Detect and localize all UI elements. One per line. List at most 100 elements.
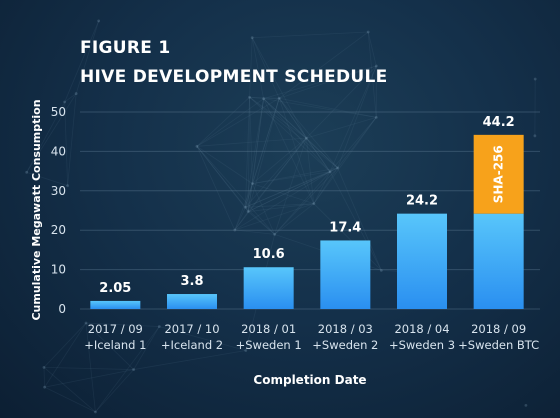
bar xyxy=(320,240,371,309)
network-node xyxy=(533,77,537,81)
network-line xyxy=(234,137,307,231)
network-node xyxy=(379,269,383,272)
network-line xyxy=(247,97,250,212)
network-line xyxy=(278,98,331,172)
network-line xyxy=(196,146,246,208)
network-line xyxy=(278,98,315,204)
x-tick-label: 2018 / 04 xyxy=(394,322,449,336)
network-node xyxy=(97,19,101,23)
network-line xyxy=(26,171,68,187)
y-tick-label: 40 xyxy=(51,144,66,158)
network-line xyxy=(43,322,87,368)
network-line xyxy=(196,97,280,147)
network-line xyxy=(249,96,338,169)
bar xyxy=(397,213,447,309)
network-node xyxy=(63,100,67,104)
x-tick-label: 2018 / 09 xyxy=(471,322,526,336)
network-line xyxy=(133,350,246,370)
network-line xyxy=(306,117,377,139)
network-line xyxy=(234,171,331,231)
network-line xyxy=(196,96,250,147)
network-line xyxy=(248,167,338,213)
network-line xyxy=(278,98,338,169)
network-node xyxy=(304,136,308,140)
network-line xyxy=(245,98,280,208)
y-tick-label: 0 xyxy=(58,302,66,316)
y-tick-label: 50 xyxy=(51,105,66,119)
network-node xyxy=(132,368,136,371)
data-label: 2.05 xyxy=(99,281,131,296)
network-line xyxy=(247,183,253,212)
network-line xyxy=(252,98,264,184)
network-line xyxy=(95,369,134,413)
network-line xyxy=(263,98,377,118)
network-line xyxy=(263,98,338,169)
network-node xyxy=(246,210,250,214)
network-line xyxy=(252,171,331,185)
network-line xyxy=(44,386,96,413)
network-line xyxy=(274,167,338,235)
y-axis-label: Cumulative Megawatt Consumption xyxy=(30,99,43,320)
data-label: 17.4 xyxy=(329,220,361,235)
bar xyxy=(167,294,217,309)
network-line xyxy=(245,207,249,212)
y-tick-label: 10 xyxy=(51,263,66,277)
network-line xyxy=(234,207,246,231)
network-line xyxy=(85,322,134,370)
network-node xyxy=(195,144,199,148)
network-line xyxy=(367,31,377,118)
network-line xyxy=(329,167,338,173)
x-tick-label: 2018 / 03 xyxy=(318,322,373,336)
network-line xyxy=(306,137,331,172)
network-line xyxy=(234,203,314,231)
network-line xyxy=(247,211,275,235)
x-tick-label: +Iceland 2 xyxy=(161,338,223,352)
network-line xyxy=(305,138,315,204)
network-line xyxy=(313,117,377,204)
network-line xyxy=(252,167,338,185)
network-line xyxy=(252,137,307,184)
network-node xyxy=(533,134,537,138)
network-line xyxy=(252,183,314,205)
network-line xyxy=(367,31,377,67)
network-node xyxy=(66,184,70,188)
network-line xyxy=(247,137,307,212)
network-line xyxy=(337,167,382,271)
network-line xyxy=(249,96,307,139)
x-tick-label: +Iceland 1 xyxy=(84,338,146,352)
network-line xyxy=(75,20,100,94)
network-node xyxy=(366,30,370,34)
network-node xyxy=(248,95,251,99)
network-line xyxy=(245,171,331,208)
network-line xyxy=(85,323,96,413)
network-line xyxy=(306,137,338,169)
network-node xyxy=(524,404,528,407)
bar xyxy=(90,300,141,309)
network-line xyxy=(64,20,100,103)
network-line xyxy=(249,37,253,98)
network-line xyxy=(306,65,377,139)
network-line xyxy=(245,137,307,208)
network-node xyxy=(43,385,46,389)
network-line xyxy=(329,117,377,172)
bar-segment-sha256 xyxy=(473,134,524,214)
network-line xyxy=(196,146,249,212)
network-line xyxy=(234,229,275,235)
network-line xyxy=(234,183,253,231)
network-line xyxy=(245,183,253,208)
network-node xyxy=(273,233,277,236)
network-node xyxy=(233,228,237,232)
network-line xyxy=(196,146,236,231)
network-node xyxy=(374,115,378,119)
network-line xyxy=(252,31,369,39)
network-line xyxy=(64,93,77,103)
network-line xyxy=(43,366,134,370)
network-line xyxy=(196,98,264,147)
network-line xyxy=(44,322,87,388)
x-tick-label: 2017 / 10 xyxy=(164,322,219,336)
network-line xyxy=(64,101,69,186)
network-line xyxy=(248,171,331,213)
network-line xyxy=(245,167,338,208)
network-line xyxy=(251,37,307,139)
